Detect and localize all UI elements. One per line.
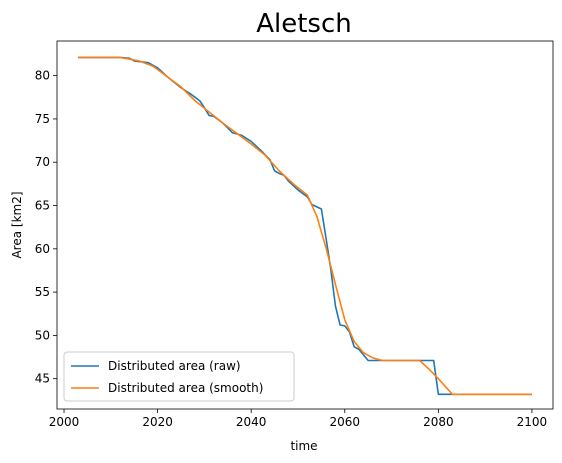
x-axis: 2000 2020 2040 2060 2080 2100 [49,409,547,429]
x-tick-label: 2080 [423,415,454,429]
series-line-0 [78,56,532,396]
series-layer [78,56,532,396]
y-tick-label: 45 [35,372,50,386]
y-tick-label: 80 [35,69,50,83]
y-tick-label: 60 [35,242,50,256]
x-tick-label: 2020 [142,415,173,429]
legend: Distributed area (raw) Distributed area (… [63,351,295,402]
x-tick-label: 2000 [49,415,80,429]
plot-frame [56,40,554,410]
legend-label-1: Distributed area (smooth) [108,381,263,395]
x-tick-label: 2060 [330,415,361,429]
x-tick-label: 2100 [517,415,548,429]
legend-box [63,351,295,402]
y-tick-label: 65 [35,199,50,213]
x-tick-label: 2040 [236,415,267,429]
chart-title: Aletsch [256,9,352,39]
y-tick-label: 50 [35,328,50,342]
y-tick-label: 55 [35,285,50,299]
y-tick-label: 75 [35,112,50,126]
y-axis: 45 50 55 60 65 70 75 80 [35,69,57,386]
series-line-1 [78,56,532,396]
y-tick-label: 70 [35,155,50,169]
y-axis-label: Area [km2] [10,191,24,258]
x-axis-label: time [290,439,317,453]
legend-label-0: Distributed area (raw) [108,359,241,373]
plot-area [56,40,554,410]
